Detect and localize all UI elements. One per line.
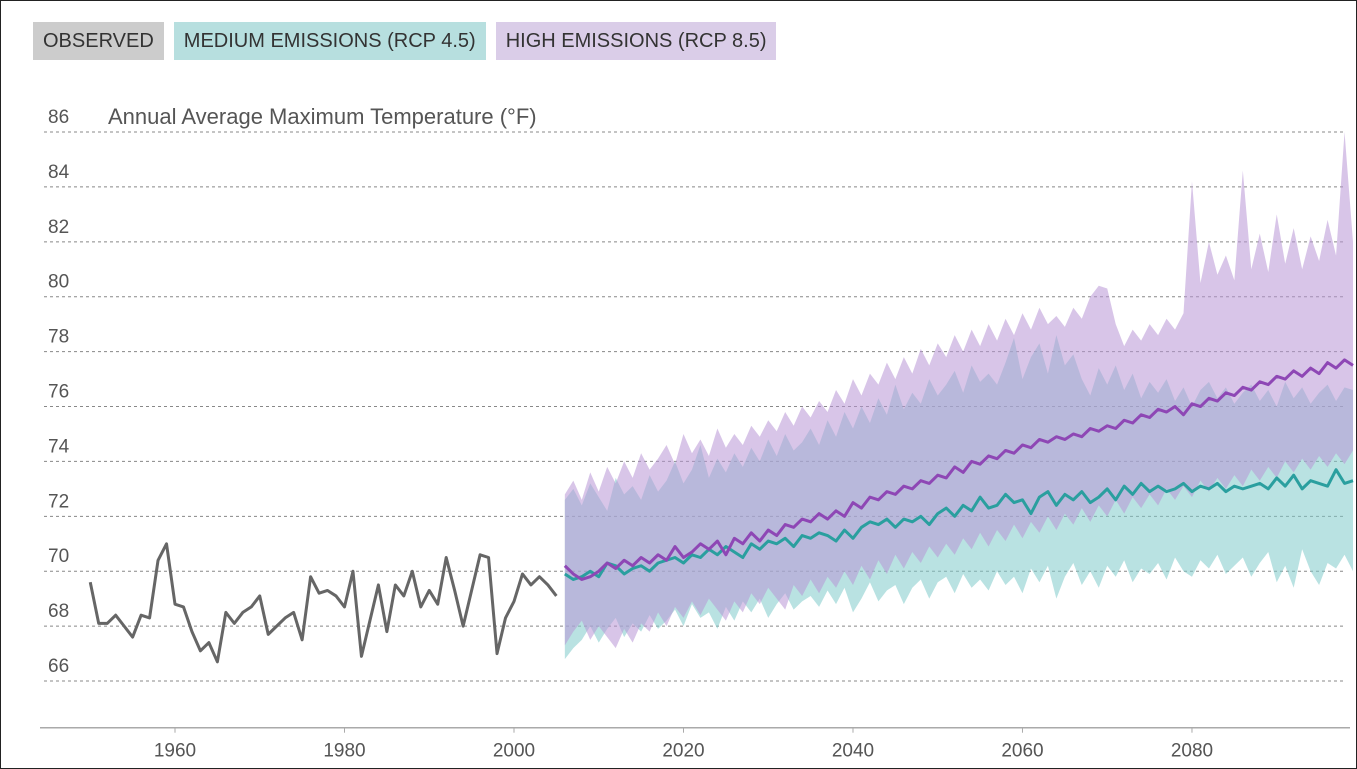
y-axis-title: Annual Average Maximum Temperature (°F) bbox=[108, 104, 537, 129]
series-line bbox=[88, 542, 558, 664]
x-tick-label: 2080 bbox=[1171, 741, 1213, 762]
legend-item[interactable]: HIGH EMISSIONS (RCP 8.5) bbox=[495, 22, 777, 60]
bands bbox=[564, 132, 1353, 660]
y-tick-label: 74 bbox=[48, 436, 70, 457]
x-tick-label: 2060 bbox=[1001, 741, 1043, 762]
x-tick-label: 1960 bbox=[154, 741, 196, 762]
lines bbox=[88, 358, 1354, 664]
y-tick-label: 84 bbox=[48, 162, 70, 183]
x-tick-label: 2020 bbox=[662, 741, 704, 762]
x-tick-label: 2000 bbox=[493, 741, 535, 762]
y-tick-label: 72 bbox=[48, 491, 69, 512]
series-line bbox=[563, 358, 1354, 581]
legend: OBSERVED MEDIUM EMISSIONS (RCP 4.5) HIGH E… bbox=[33, 22, 777, 60]
y-tick-label: 78 bbox=[48, 327, 69, 348]
legend-item[interactable]: OBSERVED bbox=[33, 22, 164, 60]
range-band bbox=[564, 132, 1353, 649]
y-tick-label: 70 bbox=[48, 546, 69, 567]
series-line bbox=[564, 468, 1354, 581]
y-tick-label: 76 bbox=[48, 382, 69, 403]
x-tick-label: 2040 bbox=[832, 741, 874, 762]
y-tick-label: 66 bbox=[48, 656, 69, 677]
y-tick-label: 86 bbox=[48, 107, 69, 128]
y-tick-label: 80 bbox=[48, 272, 69, 293]
y-tick-label: 68 bbox=[48, 601, 69, 622]
x-tick-label: 1980 bbox=[323, 741, 365, 762]
legend-item[interactable]: MEDIUM EMISSIONS (RCP 4.5) bbox=[173, 22, 486, 60]
y-tick-label: 82 bbox=[48, 217, 69, 238]
